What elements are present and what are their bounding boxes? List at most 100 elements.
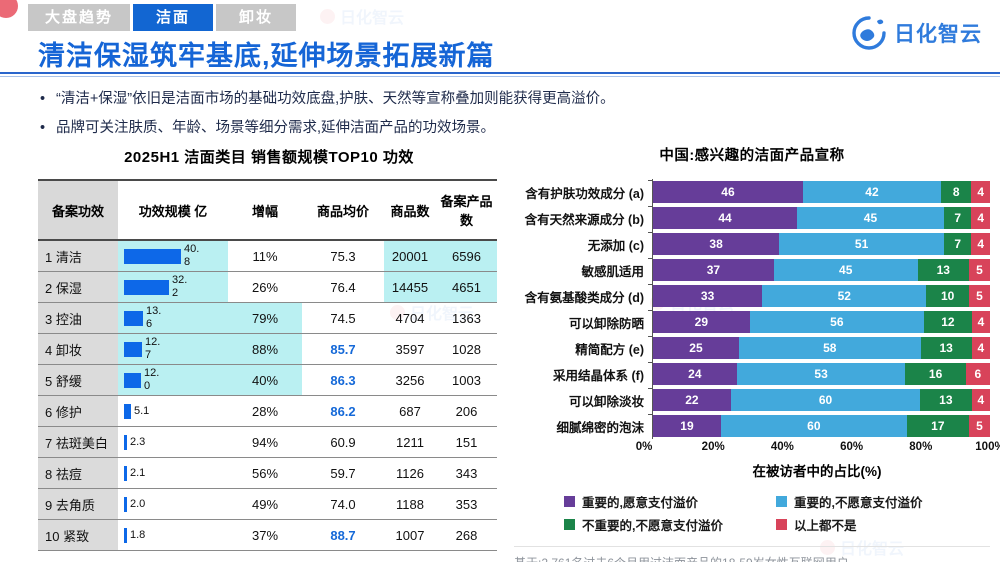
row-scale-bar-cell: 5.1 — [118, 395, 228, 427]
tab-makeup-remover[interactable]: 卸妆 — [216, 4, 297, 31]
scale-bar — [124, 465, 127, 481]
chart-segment: 7 — [943, 233, 972, 255]
row-product-count: 3256 — [384, 364, 436, 396]
row-avg-price: 86.3 — [302, 364, 384, 396]
chart-segment: 4 — [971, 389, 991, 411]
chart-segment: 4 — [971, 181, 990, 203]
row-avg-price: 88.7 — [302, 519, 384, 551]
legend-swatch — [776, 496, 787, 507]
row-avg-price: 85.7 — [302, 333, 384, 365]
row-registered-count: 268 — [436, 519, 497, 551]
table-row: 7 祛斑美白 2.3 94% 60.9 1211 151 — [38, 426, 497, 458]
chart-segment: 8 — [941, 181, 972, 203]
row-growth: 79% — [228, 302, 302, 334]
chart-bar-row: 含有天然来源成分 (b) 44 45 7 4 — [514, 205, 990, 231]
chart-bar-track: 46 42 8 4 — [648, 179, 990, 205]
chart-segment: 45 — [797, 207, 944, 229]
row-effect-name: 5 舒缓 — [38, 364, 118, 396]
tab-cleanser[interactable]: 洁面 — [133, 4, 214, 31]
legend-item: 以上都不是 — [776, 515, 990, 534]
row-product-count: 1188 — [384, 488, 436, 520]
table-row: 3 控油 13.6 79% 74.5 4704 1363 — [38, 302, 497, 334]
bullet-icon: • — [40, 119, 46, 136]
chart-segment: 42 — [802, 181, 941, 203]
page-title: 清洁保湿筑牢基底,延伸场景拓展新篇 — [38, 41, 495, 71]
table-row: 8 祛痘 2.1 56% 59.7 1126 343 — [38, 457, 497, 489]
scale-value: 12.0 — [144, 367, 160, 392]
chart-segment: 4 — [971, 233, 990, 255]
chart-segment: 37 — [653, 259, 774, 281]
legend-label: 重要的,不愿意支付溢价 — [794, 496, 923, 510]
row-scale-bar-cell: 1.8 — [118, 519, 228, 551]
table-panel: 2025H1 洁面类目 销售额规模TOP10 功效 备案功效 功效规模 亿增幅 商品… — [38, 142, 500, 562]
row-effect-name: 9 去角质 — [38, 488, 118, 520]
row-scale-bar-cell: 13.6 — [118, 302, 228, 334]
chart-category-label: 无添加 (c) — [587, 238, 644, 253]
legend-label: 以上都不是 — [794, 519, 857, 533]
chart-category-label: 含有氨基酸类成分 (d) — [524, 290, 644, 305]
table-title: 2025H1 洁面类目 销售额规模TOP10 功效 — [124, 149, 414, 166]
chart-bar-row: 含有氨基酸类成分 (d) 33 52 10 5 — [514, 283, 991, 309]
table-row: 5 舒缓 12.0 40% 86.3 3256 1003 — [38, 364, 497, 396]
summary-bullets: • “清洁+保湿”依旧是洁面市场的基础功效底盘,护肤、天然等宣称叠加则能获得更高… — [40, 90, 615, 147]
table-row: 6 修护 5.1 28% 86.2 687 206 — [38, 395, 497, 427]
row-scale-bar-cell: 12.0 — [118, 364, 228, 396]
row-growth: 26% — [228, 271, 302, 303]
chart-segment: 58 — [738, 337, 921, 359]
row-avg-price: 86.2 — [302, 395, 384, 427]
chart-category-label: 可以卸除防晒 — [568, 316, 644, 331]
scale-value: 12.7 — [145, 336, 161, 361]
category-tabs: 大盘趋势 洁面 卸妆 — [28, 4, 297, 31]
stacked-bar-chart: 含有护肤功效成分 (a) 46 42 8 4 含有天然来源成分 (b) 44 45 7 4 无添加 … — [514, 179, 991, 439]
watermark-dot — [0, 0, 18, 18]
chart-segment: 29 — [653, 311, 750, 333]
x-axis-tick: 80% — [909, 441, 933, 453]
chart-bar-row: 敏感肌适用 37 45 13 5 — [514, 257, 991, 283]
chart-bar-row: 细腻绵密的泡沫 19 60 17 5 — [514, 413, 990, 439]
table-row: 1 清洁 40.8 11% 75.3 20001 6596 — [38, 240, 497, 272]
chart-segment: 38 — [653, 233, 780, 255]
chart-segment: 13 — [920, 337, 972, 359]
chart-segment: 4 — [971, 311, 990, 333]
chart-segment: 4 — [971, 337, 991, 359]
chart-segment: 60 — [730, 389, 921, 411]
chart-segment: 24 — [653, 363, 737, 385]
table-column-header: 功效规模 亿 — [118, 179, 228, 241]
chart-bar-track: 37 45 13 5 — [648, 257, 991, 283]
row-scale-bar-cell: 32.2 — [118, 271, 228, 303]
row-avg-price: 75.3 — [302, 240, 384, 272]
x-axis-tick: 100% — [975, 441, 1000, 453]
chart-panel: 中国:感兴趣的洁面产品宣称 含有护肤功效成分 (a) 46 42 8 4 含有天然来源成分… — [514, 142, 1000, 562]
chart-segment: 10 — [926, 285, 969, 307]
row-growth: 28% — [228, 395, 302, 427]
row-growth: 56% — [228, 457, 302, 489]
legend-item: 重要的,愿意支付溢价 — [564, 492, 776, 511]
legend-swatch — [776, 519, 787, 530]
row-avg-price: 59.7 — [302, 457, 384, 489]
chart-segment: 25 — [653, 337, 739, 359]
scale-bar — [124, 434, 127, 450]
title-divider — [0, 72, 1000, 77]
table-column-header: 增幅 — [228, 179, 302, 241]
row-scale-bar-cell: 40.8 — [118, 240, 228, 272]
chart-legend: 重要的,愿意支付溢价 重要的,不愿意支付溢价 不重要的,不愿意支付溢价 以上都不是 — [564, 492, 990, 534]
row-growth: 40% — [228, 364, 302, 396]
chart-segment: 19 — [653, 415, 721, 437]
brand-logo-icon — [852, 16, 886, 50]
chart-bar-row: 无添加 (c) 38 51 7 4 — [514, 231, 990, 257]
chart-segment: 45 — [773, 259, 918, 281]
row-product-count: 687 — [384, 395, 436, 427]
row-avg-price: 74.5 — [302, 302, 384, 334]
chart-segment: 56 — [749, 311, 924, 333]
row-registered-count: 151 — [436, 426, 497, 458]
chart-category-label: 细腻绵密的泡沫 — [556, 420, 644, 435]
row-scale-bar-cell: 2.1 — [118, 457, 228, 489]
tab-market-trend[interactable]: 大盘趋势 — [28, 4, 131, 31]
chart-segment: 17 — [906, 415, 969, 437]
table-row: 2 保湿 32.2 26% 76.4 14455 4651 — [38, 271, 497, 303]
chart-bar-row: 可以卸除淡妆 22 60 13 4 — [514, 387, 991, 413]
scale-bar — [124, 496, 127, 512]
chart-bar-track: 44 45 7 4 — [648, 205, 990, 231]
row-effect-name: 7 祛斑美白 — [38, 426, 118, 458]
row-product-count: 1007 — [384, 519, 436, 551]
